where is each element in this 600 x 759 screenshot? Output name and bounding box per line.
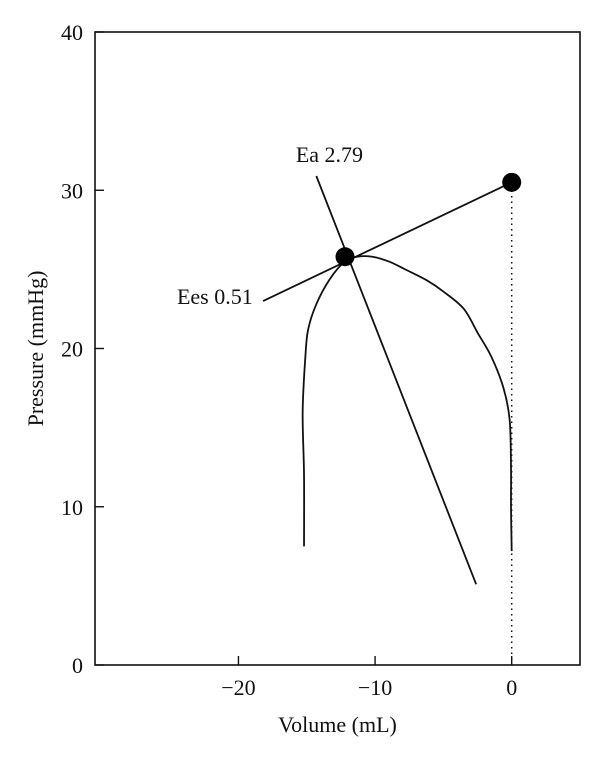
y-tick-label: 10: [61, 495, 83, 520]
y-tick-label: 40: [61, 20, 83, 45]
x-tick-label: −10: [358, 675, 392, 700]
plot-frame: [94, 31, 581, 666]
series-group: Ea 2.79 Ees 0.51: [177, 142, 522, 665]
ees-line: [262, 181, 513, 302]
axes-group: [94, 31, 581, 666]
y-tick-label: 30: [61, 178, 83, 203]
annotation-label: Ees 0.51: [177, 284, 253, 309]
y-tick-label: 20: [61, 337, 83, 362]
ticks-group: −20 −10 0 0 10 20 30 40: [61, 20, 517, 700]
y-tick-label: 0: [72, 653, 83, 678]
x-axis-label: Volume (mL): [278, 712, 397, 737]
annotation-label: Ea 2.79: [296, 142, 363, 167]
data-point: [335, 247, 355, 267]
x-tick-label: −20: [221, 675, 255, 700]
labels-group: Volume (mL) Pressure (mmHg): [23, 271, 397, 737]
y-axis-label: Pressure (mmHg): [23, 271, 48, 427]
pv-loop-curve: [301, 255, 513, 552]
ea-line: [315, 175, 478, 585]
data-point: [502, 172, 522, 192]
x-tick-label: 0: [506, 675, 517, 700]
